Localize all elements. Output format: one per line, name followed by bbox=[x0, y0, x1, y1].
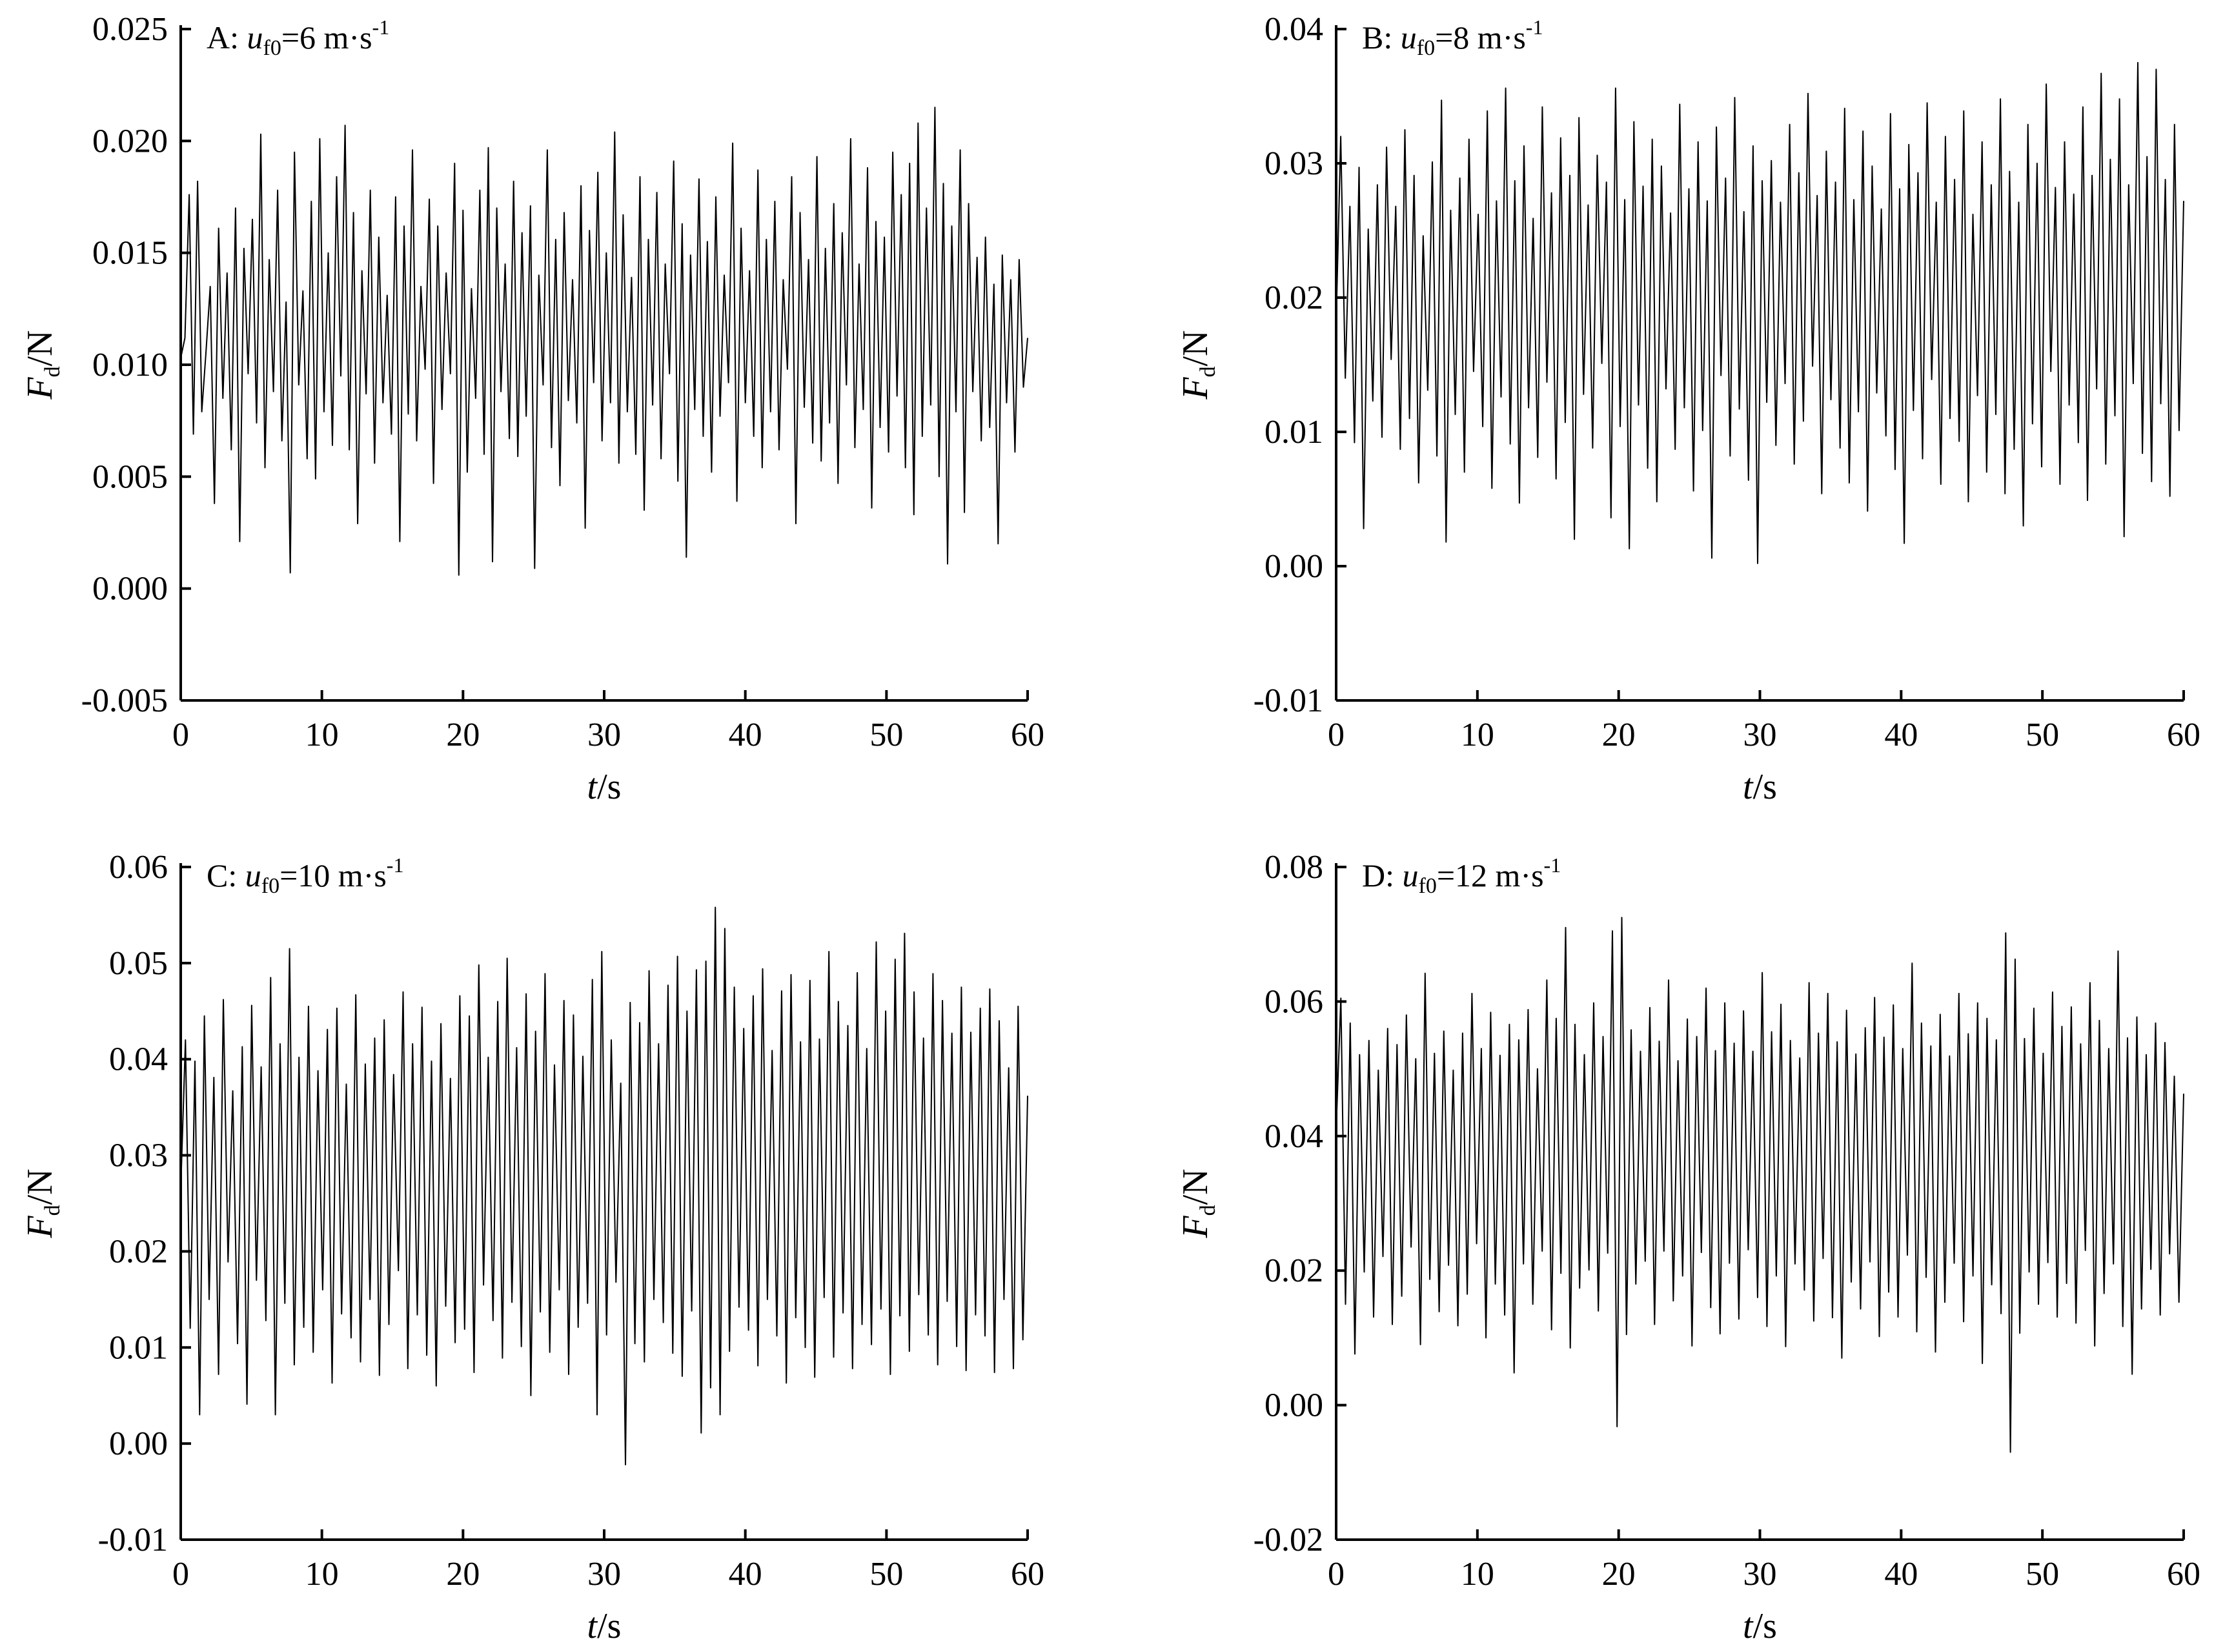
x-tick-label: 30 bbox=[1743, 1556, 1777, 1593]
panel-d: 0 10 20 30 40 50 60 -0.02 0.00 0.02 0.04 0.06 0.08 t/… bbox=[1175, 849, 2200, 1646]
y-tick-label: 0.02 bbox=[1264, 280, 1323, 316]
y-tick-label: 0.00 bbox=[109, 1425, 168, 1462]
x-tick-label: 50 bbox=[2026, 1556, 2059, 1593]
data-series-line bbox=[180, 906, 1028, 1465]
y-tick-label: 0.005 bbox=[92, 458, 168, 495]
y-tick-label: 0.025 bbox=[92, 11, 168, 48]
data-series-line bbox=[1336, 917, 2184, 1453]
x-tick-label: 60 bbox=[2167, 717, 2200, 753]
y-tick-label: -0.005 bbox=[81, 682, 168, 719]
x-tick-label: 0 bbox=[172, 1556, 189, 1593]
x-tick-label: 20 bbox=[1602, 717, 1636, 753]
panel-label: B: uf0=8 m·s-1 bbox=[1362, 15, 1543, 60]
y-tick-label: 0.04 bbox=[1264, 11, 1323, 48]
x-tick-label: 60 bbox=[2167, 1556, 2200, 1593]
y-tick-label: -0.01 bbox=[98, 1522, 168, 1558]
panel-label: D: uf0=12 m·s-1 bbox=[1362, 853, 1561, 898]
data-series-line bbox=[180, 107, 1028, 576]
y-tick-label: 0.00 bbox=[1264, 1387, 1323, 1424]
panel-label: C: uf0=10 m·s-1 bbox=[207, 853, 403, 898]
y-tick-label: 0.02 bbox=[1264, 1252, 1323, 1289]
y-tick-label: 0.06 bbox=[1264, 983, 1323, 1020]
x-tick-label: 10 bbox=[305, 1556, 339, 1593]
x-tick-label: 20 bbox=[446, 1556, 480, 1593]
x-tick-label: 20 bbox=[1602, 1556, 1636, 1593]
y-tick-label: 0.08 bbox=[1264, 849, 1323, 886]
x-tick-label: 10 bbox=[1461, 717, 1494, 753]
x-tick-label: 60 bbox=[1011, 717, 1044, 753]
y-tick-label: -0.02 bbox=[1254, 1522, 1323, 1558]
y-tick-label: 0.01 bbox=[109, 1329, 168, 1366]
y-tick-label: 0.04 bbox=[109, 1041, 168, 1078]
y-tick-label: 0.020 bbox=[92, 123, 168, 159]
panel-b: 0 10 20 30 40 50 60 -0.01 0.00 0.01 0.02 0.03 0.04 t/… bbox=[1175, 11, 2200, 807]
x-tick-label: 10 bbox=[305, 717, 339, 753]
y-tick-label: 0.06 bbox=[109, 849, 168, 886]
x-axis-title: t/s bbox=[587, 767, 622, 807]
x-axis-title: t/s bbox=[1743, 1606, 1777, 1646]
x-tick-label: 10 bbox=[1461, 1556, 1494, 1593]
y-tick-label: 0.01 bbox=[1264, 414, 1323, 451]
y-tick-label: 0.00 bbox=[1264, 548, 1323, 585]
x-tick-label: 40 bbox=[729, 717, 762, 753]
y-tick-label: 0.04 bbox=[1264, 1118, 1323, 1155]
y-tick-label: 0.000 bbox=[92, 571, 168, 607]
y-tick-label: -0.01 bbox=[1254, 682, 1323, 719]
panel-c: 0 10 20 30 40 50 60 -0.01 0.00 0.01 0.02 0.03 0.04 0.… bbox=[20, 849, 1044, 1646]
x-tick-label: 20 bbox=[446, 717, 480, 753]
x-tick-label: 40 bbox=[729, 1556, 762, 1593]
y-tick-label: 0.03 bbox=[109, 1137, 168, 1174]
x-tick-label: 30 bbox=[1743, 717, 1777, 753]
data-series-line bbox=[1336, 62, 2184, 564]
y-tick-label: 0.03 bbox=[1264, 145, 1323, 182]
y-tick-label: 0.02 bbox=[109, 1233, 168, 1270]
x-tick-label: 50 bbox=[869, 717, 903, 753]
x-tick-label: 40 bbox=[1884, 717, 1918, 753]
x-axis-title: t/s bbox=[1743, 767, 1777, 807]
x-tick-label: 0 bbox=[1328, 1556, 1345, 1593]
x-tick-label: 0 bbox=[172, 717, 189, 753]
panel-a: 0 10 20 30 40 50 60 -0.005 0.000 0.005 0.010 0.015 0… bbox=[20, 11, 1044, 807]
y-tick-label: 0.05 bbox=[109, 945, 168, 982]
x-tick-label: 30 bbox=[587, 717, 621, 753]
panel-label: A: uf0=6 m·s-1 bbox=[207, 15, 389, 60]
y-tick-label: 0.015 bbox=[92, 235, 168, 272]
x-tick-label: 50 bbox=[869, 1556, 903, 1593]
x-tick-label: 40 bbox=[1884, 1556, 1918, 1593]
y-tick-label: 0.010 bbox=[92, 347, 168, 383]
y-axis-title: Fd/N bbox=[1175, 330, 1220, 400]
y-axis-title: Fd/N bbox=[1175, 1168, 1220, 1238]
x-axis-title: t/s bbox=[587, 1606, 622, 1646]
y-axis-title: Fd/N bbox=[20, 1168, 65, 1238]
y-axis-title: Fd/N bbox=[20, 330, 65, 400]
x-tick-label: 0 bbox=[1328, 717, 1345, 753]
x-tick-label: 50 bbox=[2026, 717, 2059, 753]
x-tick-label: 60 bbox=[1011, 1556, 1044, 1593]
x-tick-label: 30 bbox=[587, 1556, 621, 1593]
